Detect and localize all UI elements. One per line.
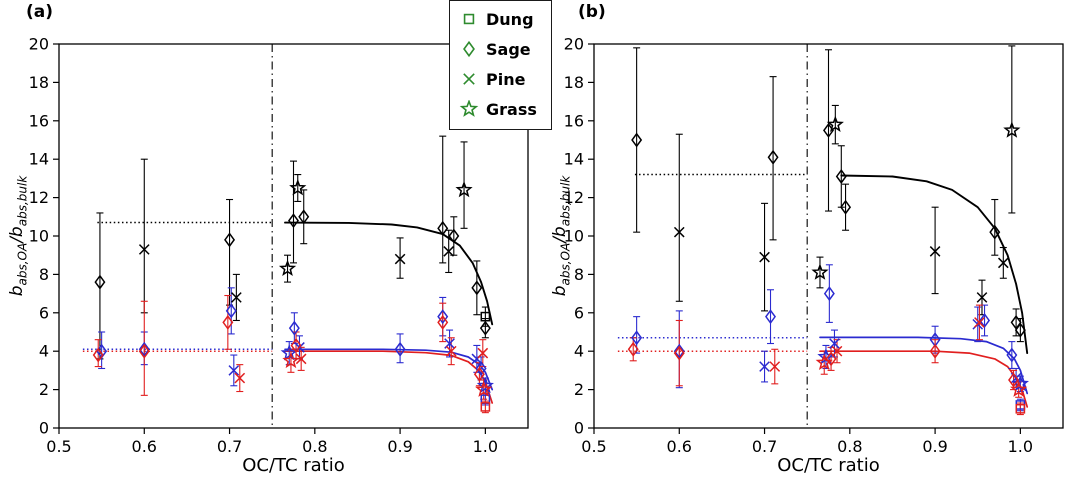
svg-text:0.8: 0.8 [837,437,862,456]
panel-b-ylabel: babs,OA/babs,bulk [550,175,573,297]
svg-text:14: 14 [29,150,49,169]
svg-text:8: 8 [574,265,584,284]
svg-text:0.6: 0.6 [132,437,157,456]
svg-text:0: 0 [574,419,584,438]
panel-a-label: (a) [26,2,54,22]
svg-text:0.5: 0.5 [46,437,71,456]
svg-text:4: 4 [574,342,584,361]
svg-text:2: 2 [574,380,584,399]
svg-text:0.5: 0.5 [581,437,606,456]
svg-text:0.8: 0.8 [302,437,327,456]
legend-item-grass: Grass [458,94,537,124]
svg-text:16: 16 [29,111,49,130]
panel-a-ylabel: babs,OA/babs,bulk [7,175,30,297]
svg-text:0.6: 0.6 [667,437,692,456]
svg-text:4: 4 [39,342,49,361]
svg-text:0: 0 [39,419,49,438]
svg-text:18: 18 [564,73,584,92]
svg-text:12: 12 [29,188,49,207]
svg-text:10: 10 [564,227,584,246]
svg-text:18: 18 [29,73,49,92]
legend-item-sage: Sage [458,34,537,64]
legend-item-dung: Dung [458,4,537,34]
svg-text:14: 14 [564,150,584,169]
panel-a-plot: 0.5 0.6 0.7 0.8 0.9 1.0 0 2 4 6 8 10 12 14 16 18 20 OC/TC… [29,35,529,476]
pine-x-icon [463,73,475,85]
svg-text:OC/TC ratio: OC/TC ratio [777,455,880,476]
svg-text:OC/TC ratio: OC/TC ratio [242,455,345,476]
legend-item-pine: Pine [458,64,537,94]
svg-text:10: 10 [29,227,49,246]
svg-text:20: 20 [564,35,584,54]
sage-diamond-icon [463,40,475,58]
svg-text:20: 20 [29,35,49,54]
svg-text:6: 6 [39,303,49,322]
svg-text:8: 8 [39,265,49,284]
svg-text:0.9: 0.9 [387,437,412,456]
dung-square-icon [463,13,475,25]
svg-text:1.0: 1.0 [1008,437,1033,456]
legend: Dung Sage Pine Grass [449,0,552,130]
svg-text:0.7: 0.7 [217,437,242,456]
svg-text:16: 16 [564,111,584,130]
panel-a: (a) babs,OA/babs,bulk 0.5 0.6 0.7 0.8 0.9 1.0… [0,0,534,479]
svg-text:1.0: 1.0 [473,437,498,456]
panel-b: (b) babs,OA/babs,bulk 0.5 0.6 0.7 0.8 0.9 1.0… [535,0,1069,479]
svg-text:0.9: 0.9 [922,437,947,456]
svg-text:12: 12 [564,188,584,207]
panel-b-plot: 0.5 0.6 0.7 0.8 0.9 1.0 0 2 4 6 8 10 12 14 16 18 20 OC/TC… [564,35,1064,476]
svg-text:2: 2 [39,380,49,399]
svg-text:6: 6 [574,303,584,322]
grass-star-icon [459,100,479,117]
panel-b-label: (b) [578,2,606,22]
svg-text:0.7: 0.7 [752,437,777,456]
